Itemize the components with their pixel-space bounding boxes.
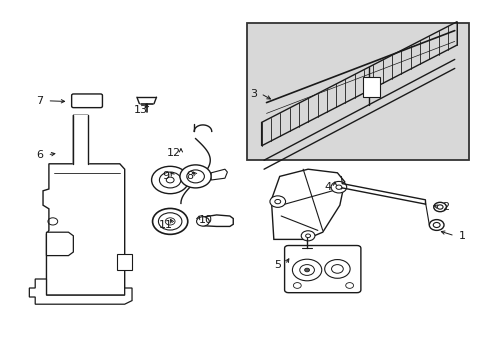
Text: 2: 2 — [442, 202, 448, 212]
Circle shape — [186, 170, 204, 183]
Circle shape — [324, 260, 349, 278]
Circle shape — [158, 213, 182, 230]
Polygon shape — [43, 115, 124, 295]
Circle shape — [304, 268, 309, 272]
Text: 13: 13 — [134, 105, 147, 115]
Bar — [363, 77, 380, 97]
Circle shape — [292, 259, 321, 281]
Text: 8: 8 — [186, 171, 193, 181]
Polygon shape — [73, 115, 88, 164]
Text: 5: 5 — [274, 260, 281, 270]
Bar — [246, 23, 468, 160]
Text: 10: 10 — [198, 215, 212, 225]
Circle shape — [433, 202, 446, 212]
Text: 12: 12 — [166, 148, 180, 158]
Text: 9: 9 — [163, 171, 169, 181]
Circle shape — [151, 166, 188, 194]
Text: 3: 3 — [249, 89, 256, 99]
Circle shape — [165, 218, 175, 225]
Circle shape — [166, 177, 174, 183]
Circle shape — [299, 265, 314, 275]
Circle shape — [330, 181, 346, 193]
Text: 7: 7 — [37, 96, 43, 106]
Circle shape — [159, 172, 181, 188]
Circle shape — [152, 208, 187, 234]
Text: 11: 11 — [159, 220, 173, 230]
Polygon shape — [271, 169, 344, 239]
Text: 1: 1 — [458, 231, 465, 241]
Polygon shape — [203, 215, 233, 226]
FancyBboxPatch shape — [284, 246, 360, 293]
Circle shape — [180, 165, 211, 188]
Circle shape — [428, 220, 443, 230]
Text: 4: 4 — [324, 182, 330, 192]
Polygon shape — [211, 169, 227, 180]
Bar — [117, 254, 132, 270]
Circle shape — [331, 265, 343, 273]
Polygon shape — [29, 279, 132, 304]
Circle shape — [269, 196, 285, 207]
Circle shape — [301, 231, 314, 241]
Circle shape — [196, 217, 209, 226]
Text: 6: 6 — [37, 150, 43, 160]
FancyBboxPatch shape — [71, 94, 102, 108]
Polygon shape — [46, 232, 73, 256]
Circle shape — [345, 283, 353, 288]
Circle shape — [293, 283, 301, 288]
